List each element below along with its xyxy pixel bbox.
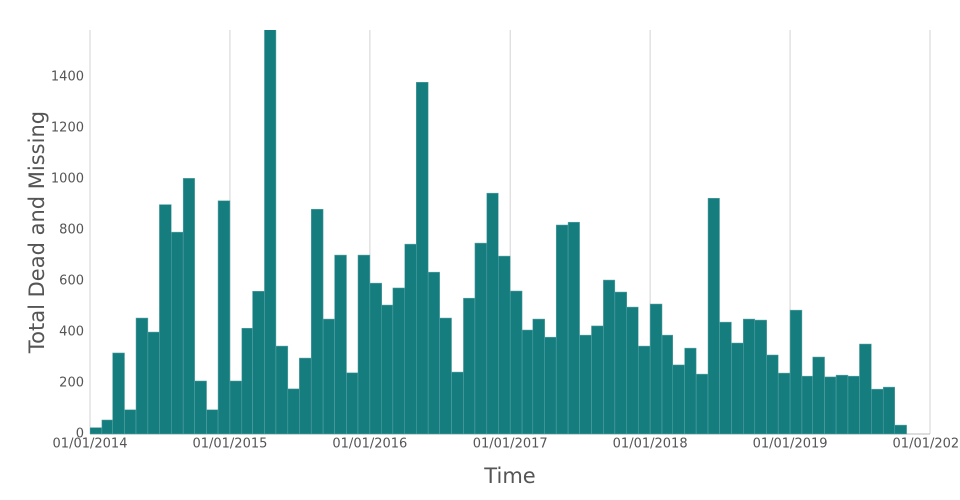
bar — [532, 318, 545, 435]
bar — [766, 354, 779, 435]
bar — [498, 255, 511, 435]
bar — [754, 319, 767, 435]
bar — [847, 375, 860, 435]
y-tick-label: 600 — [59, 274, 84, 289]
bar — [229, 380, 243, 435]
bar — [252, 291, 265, 435]
bar — [824, 376, 837, 435]
bar — [217, 200, 231, 435]
bar — [684, 347, 697, 435]
bar — [101, 419, 113, 435]
bar — [112, 352, 125, 435]
bar — [731, 342, 744, 435]
x-tick-label: 01/01/2018 — [613, 437, 688, 452]
bar — [835, 374, 849, 435]
y-tick-label: 1000 — [51, 172, 84, 187]
bar — [521, 329, 534, 435]
bar — [567, 221, 580, 435]
bar — [474, 242, 488, 435]
y-tick-label: 1200 — [51, 121, 84, 136]
bar — [287, 388, 300, 435]
x-tick-label: 01/01/2020 — [893, 437, 960, 452]
bar — [777, 372, 791, 435]
y-tick-label: 1400 — [51, 70, 84, 85]
bar — [859, 343, 872, 435]
bar — [264, 30, 277, 435]
bar — [147, 331, 160, 435]
x-tick-label: 01/01/2014 — [53, 437, 128, 452]
bar — [486, 192, 499, 435]
bar — [801, 375, 813, 435]
bar — [322, 318, 335, 435]
bar — [871, 388, 884, 435]
x-axis-title: Time — [483, 464, 535, 488]
bar — [743, 318, 756, 435]
bar — [206, 409, 219, 435]
bar — [882, 386, 895, 435]
bar — [894, 424, 907, 435]
y-axis-title: Total Dead and Missing — [25, 111, 49, 354]
bar — [392, 287, 406, 435]
bar — [334, 254, 347, 435]
bar — [544, 336, 557, 435]
bar — [171, 231, 184, 435]
bar — [509, 290, 523, 435]
bar — [579, 334, 592, 435]
bar — [416, 82, 429, 435]
bar — [603, 279, 616, 435]
y-tick-label: 800 — [59, 223, 84, 238]
bar — [439, 317, 452, 435]
bar — [707, 197, 720, 435]
bar — [812, 356, 825, 435]
bar — [695, 373, 709, 435]
bar — [427, 271, 440, 435]
bar — [194, 380, 207, 435]
bar — [135, 317, 149, 435]
bar — [124, 409, 137, 435]
bar — [90, 427, 103, 435]
bar — [672, 364, 685, 435]
bar — [404, 243, 417, 435]
y-tick-label: 400 — [59, 325, 84, 340]
bar — [719, 321, 732, 435]
bar — [555, 224, 569, 435]
bar — [275, 345, 289, 435]
bar — [182, 178, 195, 435]
y-tick-label: 0 — [76, 427, 84, 442]
x-tick-label: 01/01/2015 — [192, 437, 267, 452]
bar — [614, 291, 627, 435]
bar — [346, 372, 359, 435]
y-tick-label: 200 — [59, 376, 84, 391]
bar — [789, 309, 803, 435]
bar — [649, 303, 663, 435]
bar — [357, 254, 371, 435]
bar — [626, 306, 639, 435]
x-tick-label: 01/01/2019 — [753, 437, 828, 452]
x-tick-label: 01/01/2017 — [473, 437, 548, 452]
bar — [241, 327, 253, 435]
bar — [661, 334, 673, 435]
bar — [451, 371, 464, 435]
bar — [637, 345, 651, 435]
bar — [369, 282, 383, 435]
bar — [299, 357, 312, 435]
bar — [310, 208, 324, 435]
bar — [159, 204, 172, 435]
bar — [591, 325, 604, 435]
x-tick-label: 01/01/2016 — [332, 437, 407, 452]
bar — [463, 297, 476, 435]
bar — [381, 304, 394, 435]
